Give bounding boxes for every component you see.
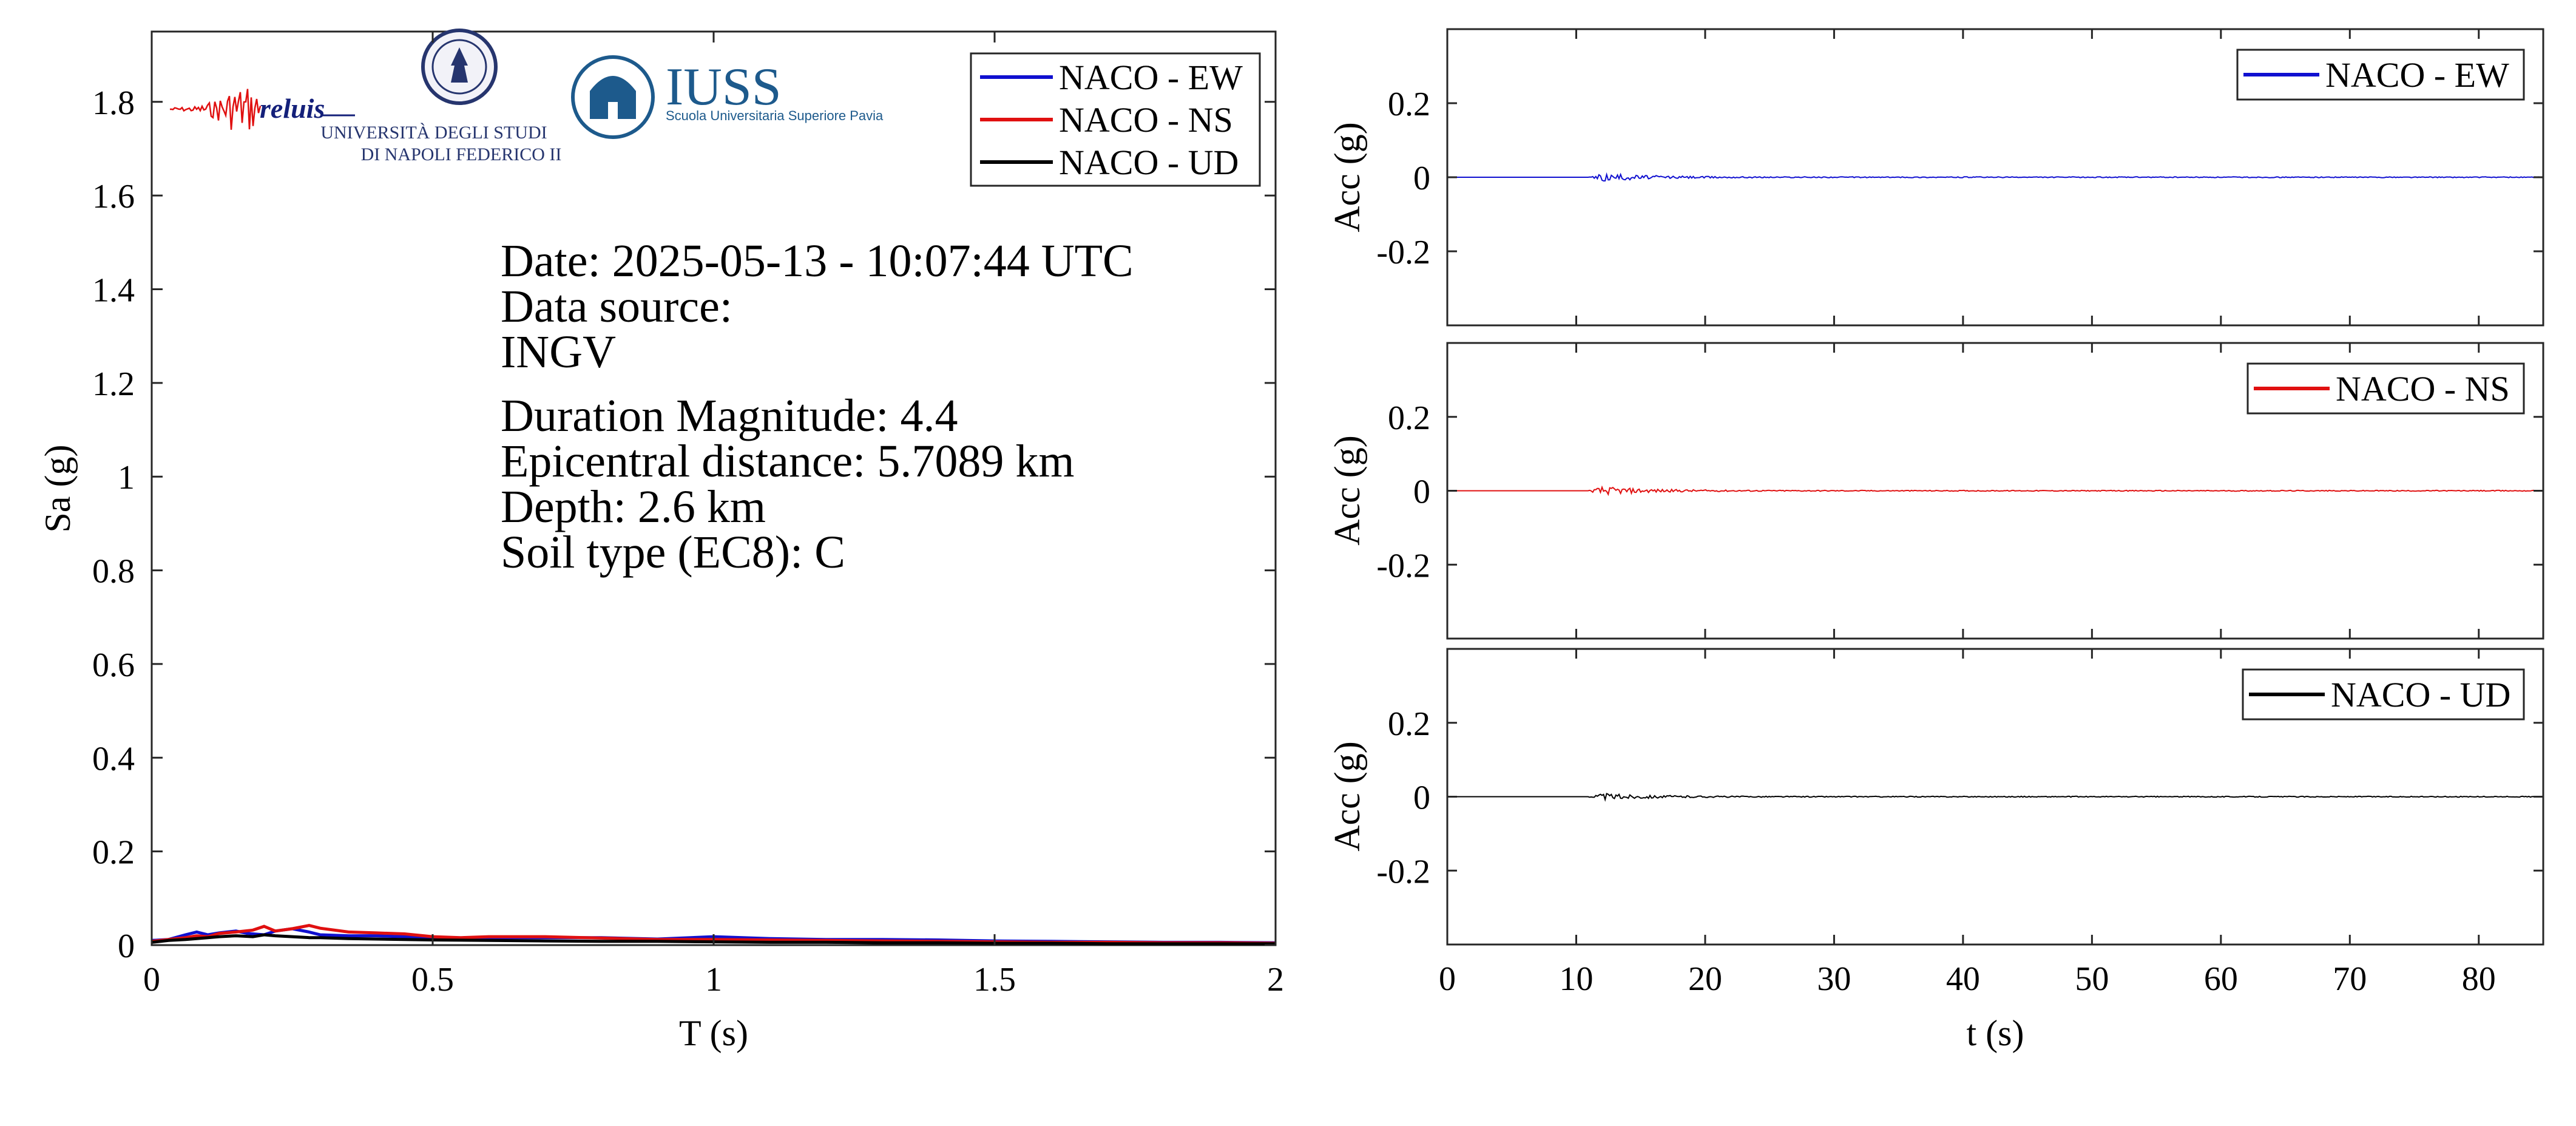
reluis-wave-line (169, 89, 262, 130)
spectrum-ytick-label: 1.8 (92, 84, 135, 122)
accel-ytick-label: 0 (1413, 160, 1430, 197)
spectrum-legend: NACO - EW NACO - NS NACO - UD (970, 52, 1261, 187)
accel-xtick-label: 60 (2204, 960, 2238, 998)
accel-ud-legend-label: NACO - UD (2331, 675, 2510, 714)
reluis-logo-text: reluis (260, 93, 325, 124)
accel-ns-ylabel: Acc (g) (1327, 435, 1367, 546)
info-source-label: Data source: (501, 281, 732, 332)
spectrum-xtick-label: 0 (143, 961, 160, 999)
spectrum-ylabel: Sa (g) (38, 445, 78, 533)
info-source: INGV (501, 327, 616, 378)
iuss-logo-title: IUSS (666, 58, 782, 117)
accel-xtick-label: 0 (1439, 960, 1456, 998)
iuss-logo-subtitle: Scuola Universitaria Superiore Pavia (666, 108, 884, 123)
unina-seal-figure (451, 47, 468, 83)
spectrum-line-ud (151, 933, 1276, 946)
accel-xtick-label: 70 (2333, 960, 2367, 998)
accel-ytick-label: 0 (1413, 779, 1430, 817)
accel-trace-ns (1447, 485, 2543, 497)
spectrum-ticks: 0 0.5 1 1.5 2 0 0.2 0.4 0.6 0.8 1 1.2 1.4 1.6 1.8 (92, 32, 1284, 999)
unina-logo-line1: UNIVERSITÀ DEGLI STUDI (320, 123, 547, 143)
unina-logo-line2: DI NAPOLI FEDERICO II (361, 144, 562, 164)
legend-label-ew: NACO - EW (1059, 58, 1243, 97)
spectrum-ytick-label: 0.8 (92, 553, 135, 591)
spectrum-xtick-label: 0.5 (411, 961, 454, 999)
iuss-emblem-dome (590, 76, 636, 91)
accel-ud-ticks: 0 10 20 30 40 50 60 70 80 -0.2 0 0.2 (1376, 649, 2543, 998)
accel-ew-legend-label: NACO - EW (2325, 55, 2509, 95)
info-soil: Soil type (EC8): C (501, 527, 845, 578)
spectrum-ytick-label: 1.2 (92, 365, 135, 403)
reluis-logo: reluis (169, 89, 355, 130)
spectrum-ytick-label: 1 (118, 459, 135, 497)
accel-trace-ud (1447, 792, 2543, 802)
spectrum-xtick-label: 1 (705, 961, 722, 999)
accel-xtick-label: 80 (2462, 960, 2496, 998)
iuss-logo: IUSS Scuola Universitaria Superiore Pavi… (571, 55, 884, 139)
legend-label-ns: NACO - NS (1059, 100, 1233, 140)
accel-ytick-label: -0.2 (1376, 234, 1430, 271)
accel-trace-ew (1447, 172, 2543, 182)
spectrum-ytick-label: 0.4 (92, 740, 135, 778)
info-magnitude: Duration Magnitude: 4.4 (501, 390, 958, 441)
accel-ytick-label: -0.2 (1376, 853, 1430, 890)
accel-ns-ticks: -0.2 0 0.2 (1376, 343, 2543, 639)
accel-ew-legend: NACO - EW (2236, 49, 2525, 101)
unina-logo: UNIVERSITÀ DEGLI STUDI DI NAPOLI FEDERIC… (320, 29, 562, 164)
legend-label-ud: NACO - UD (1059, 143, 1239, 182)
unina-seal-inner (431, 39, 487, 95)
accel-ytick-label: 0 (1413, 473, 1430, 511)
info-date: Date: 2025-05-13 - 10:07:44 UTC (501, 236, 1134, 287)
accel-ns-legend: NACO - NS (2246, 362, 2525, 415)
spectrum-ytick-label: 0.2 (92, 834, 135, 872)
accel-xtick-label: 10 (1559, 960, 1593, 998)
accel-xtick-label: 20 (1688, 960, 1722, 998)
event-info: Date: 2025-05-13 - 10:07:44 UTC Data sou… (501, 236, 1134, 578)
info-distance: Epicentral distance: 5.7089 km (501, 436, 1075, 487)
info-depth: Depth: 2.6 km (501, 481, 766, 532)
iuss-emblem-door (608, 102, 618, 119)
accel-xtick-label: 30 (1817, 960, 1851, 998)
reluis-wave (169, 89, 262, 130)
accel-xlabel: t (s) (1967, 1013, 2024, 1053)
accel-ns-legend-label: NACO - NS (2336, 369, 2510, 409)
accel-xtick-label: 40 (1946, 960, 1980, 998)
accel-ew-ylabel: Acc (g) (1327, 122, 1367, 232)
accel-ytick-label: 0.2 (1388, 705, 1430, 743)
spectrum-ytick-label: 1.6 (92, 178, 135, 215)
spectrum-ytick-label: 0.6 (92, 646, 135, 684)
spectrum-xtick-label: 1.5 (973, 961, 1016, 999)
spectrum-xtick-label: 2 (1267, 961, 1284, 999)
accel-xtick-label: 50 (2075, 960, 2109, 998)
accel-ud-trace (1447, 792, 2543, 802)
accel-ns-axes: -0.2 0 0.2 Acc (g) NACO - NS (1327, 342, 2544, 640)
accel-ns-trace (1447, 485, 2543, 497)
accel-ytick-label: -0.2 (1376, 547, 1430, 585)
spectrum-xlabel: T (s) (679, 1013, 748, 1053)
spectrum-ytick-label: 1.4 (92, 271, 135, 309)
accel-ew-ticks: -0.2 0 0.2 (1376, 29, 2543, 325)
spectrum-ytick-label: 0 (118, 928, 135, 965)
accel-ud-ylabel: Acc (g) (1327, 741, 1367, 852)
accel-ew-trace (1447, 172, 2543, 182)
accel-ud-axes: 0 10 20 30 40 50 60 70 80 -0.2 0 0.2 Acc (g) NACO -… (1327, 648, 2544, 998)
accel-ud-legend: NACO - UD (2242, 668, 2525, 721)
accel-ew-axes: -0.2 0 0.2 Acc (g) NACO - EW (1327, 28, 2544, 327)
accel-ytick-label: 0.2 (1388, 399, 1430, 437)
accel-ytick-label: 0.2 (1388, 86, 1430, 123)
